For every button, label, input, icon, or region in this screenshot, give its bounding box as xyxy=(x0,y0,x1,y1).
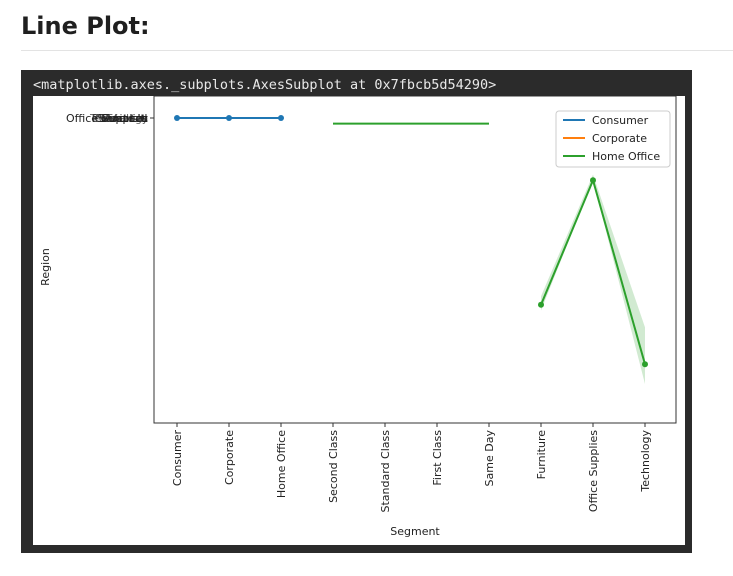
legend-label-consumer: Consumer xyxy=(592,114,649,127)
confidence-band-home-office-2 xyxy=(541,174,645,385)
y-tick-label-south: South xyxy=(96,112,148,125)
y-tick-label-furniture: Furniture xyxy=(92,112,148,125)
chart-legend: Consumer Corporate Home Office xyxy=(555,110,671,168)
x-tick-label-same-day: Same Day xyxy=(483,430,496,487)
x-tick-labels: Consumer Corporate Home Office Second Class… xyxy=(171,423,652,512)
data-point-home-office-furniture xyxy=(538,301,544,308)
y-tick-label-office-supplies: Office Supplies xyxy=(66,112,148,125)
legend-label-home-office: Home Office xyxy=(592,150,660,163)
x-tick-label-furniture: Furniture xyxy=(535,430,548,480)
data-point-consumer-corporate xyxy=(226,115,232,121)
legend-box xyxy=(555,110,671,168)
data-point-home-office-office-supplies xyxy=(590,177,596,184)
heading-divider xyxy=(21,50,733,51)
x-tick-label-corporate: Corporate xyxy=(223,430,236,485)
data-point-consumer-home-office xyxy=(278,115,284,121)
data-point-consumer-consumer xyxy=(174,115,180,121)
cell-output-text: <matplotlib.axes._subplots.AxesSubplot a… xyxy=(33,77,497,93)
x-tick-label-technology: Technology xyxy=(639,430,652,493)
chart-background xyxy=(33,96,685,545)
line-chart: Office SuppliesTechnologyFurnitureCentra… xyxy=(33,95,685,545)
x-tick-label-office-supplies: Office Supplies xyxy=(587,430,600,512)
y-tick-label-technology: Technology xyxy=(89,112,148,125)
y-tick-label-central: Central xyxy=(94,112,148,125)
data-point-home-office-technology xyxy=(642,361,648,368)
x-tick-label-home-office: Home Office xyxy=(275,430,288,498)
x-axis-label: Segment xyxy=(390,525,440,538)
y-tick-label-east: East xyxy=(100,112,149,125)
y-tick-label-west: West xyxy=(98,112,149,125)
x-tick-label-consumer: Consumer xyxy=(171,430,184,487)
legend-label-corporate: Corporate xyxy=(592,132,647,145)
y-axis-label: Region xyxy=(39,248,52,286)
plot-area xyxy=(174,115,648,385)
chart-figure: Office Supplies Technology Furniture Centra… xyxy=(33,95,685,545)
x-tick-label-first-class: First Class xyxy=(431,430,444,486)
output-cell: <matplotlib.axes._subplots.AxesSubplot a… xyxy=(21,70,692,553)
x-tick-label-standard-class: Standard Class xyxy=(379,430,392,513)
section-heading: Line Plot: xyxy=(21,12,150,40)
x-tick-label-second-class: Second Class xyxy=(327,430,340,503)
axes-frame xyxy=(153,95,677,424)
y-tick-labels: Office SuppliesTechnologyFurnitureCentra… xyxy=(66,112,154,125)
